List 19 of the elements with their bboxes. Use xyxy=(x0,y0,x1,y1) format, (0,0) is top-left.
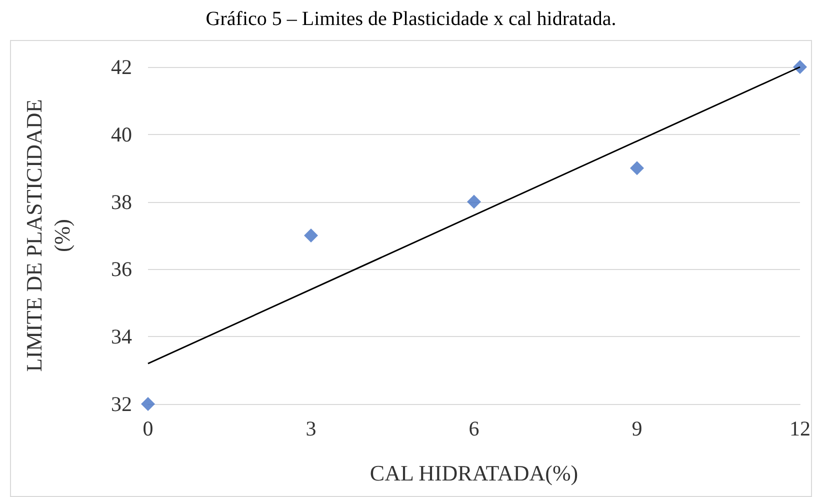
x-tick-label: 0 xyxy=(142,416,154,440)
x-tick-label: 12 xyxy=(790,416,810,440)
point xyxy=(141,397,155,411)
point xyxy=(793,60,807,74)
y-tick-label: 36 xyxy=(111,257,132,282)
point xyxy=(630,161,644,176)
x-tick-label: 3 xyxy=(306,416,316,440)
y-axis-title: LIMITE DE PLASTICIDADE (%) xyxy=(22,99,74,372)
x-tick-label: 9 xyxy=(632,416,642,440)
y-tick-label: 38 xyxy=(111,190,132,214)
x-axis-title: CAL HIDRATADA(%) xyxy=(370,460,578,486)
point xyxy=(304,228,318,242)
point xyxy=(467,194,481,209)
y-tick-label: 40 xyxy=(111,122,132,146)
chart-title: Gráfico 5 – Limites de Plasticidade x cal hidratada. xyxy=(206,8,616,30)
y-tick-label: 34 xyxy=(111,324,132,349)
x-tick-label: 6 xyxy=(468,416,480,440)
y-tick-label: 42 xyxy=(111,55,132,79)
y-tick-label: 32 xyxy=(111,392,132,416)
